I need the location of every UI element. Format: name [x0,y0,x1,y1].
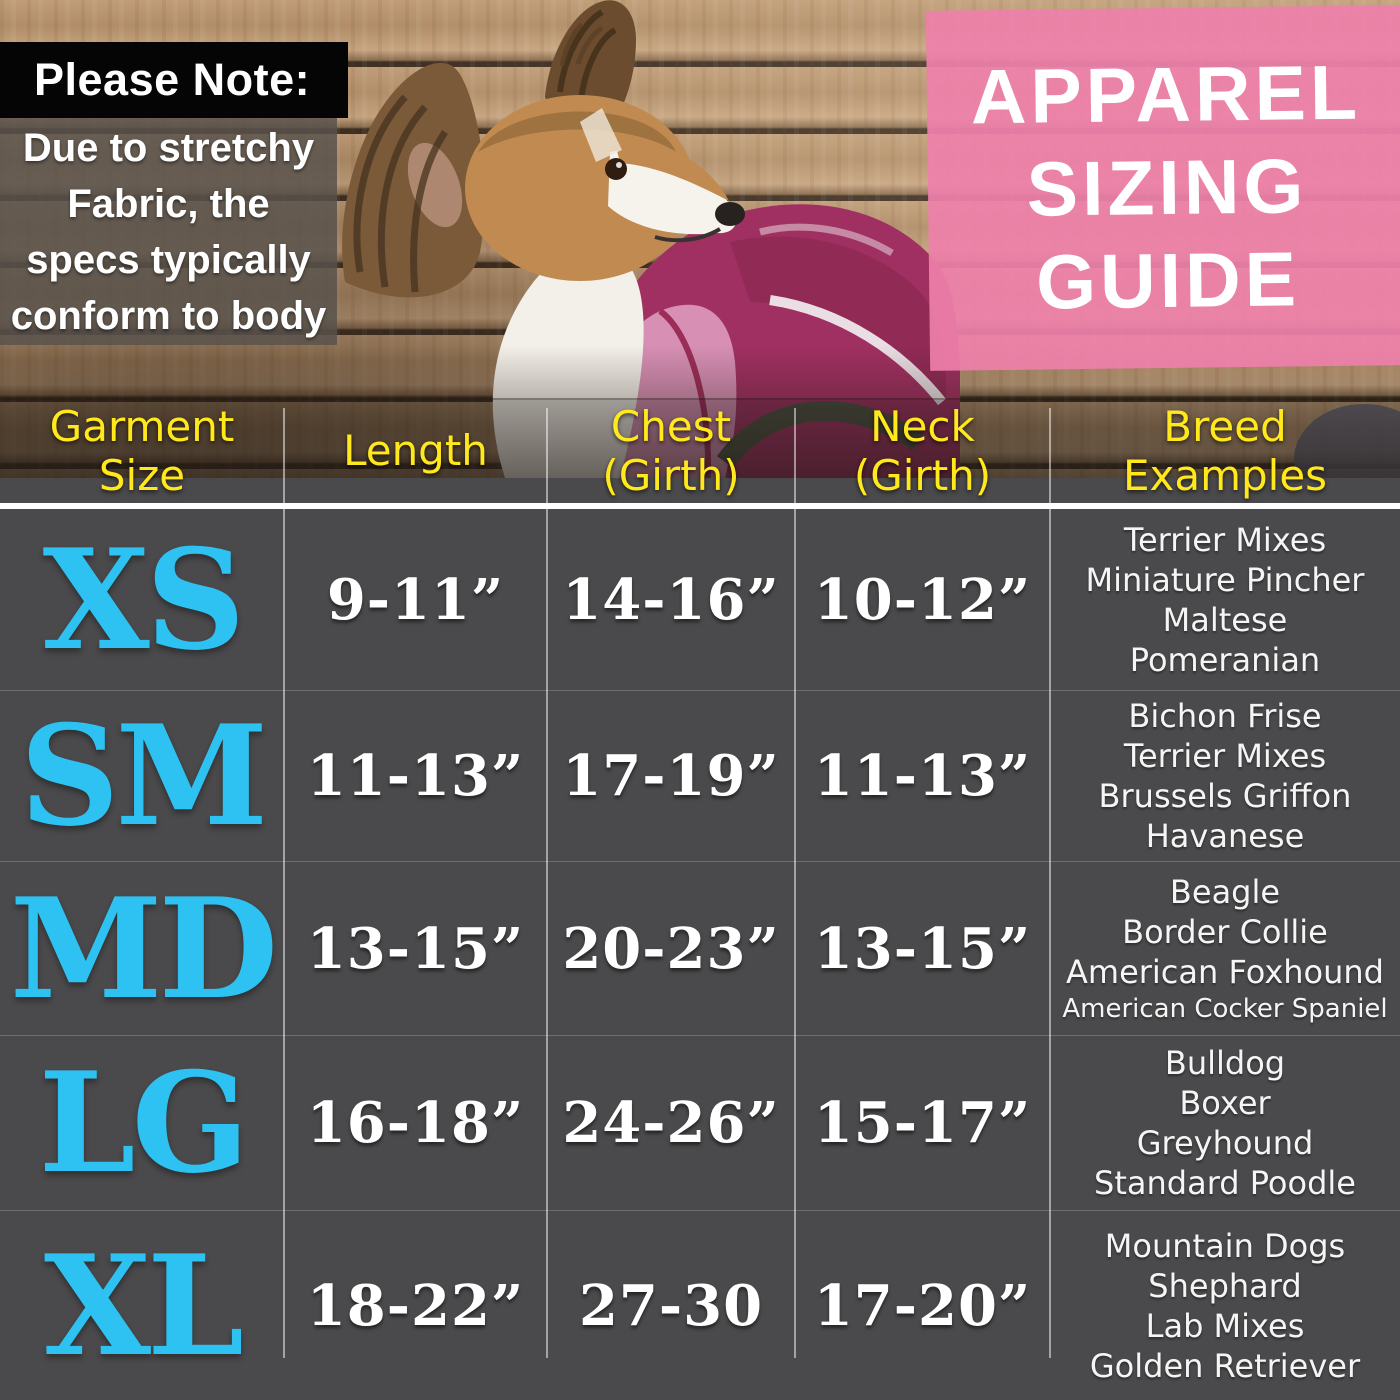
header-line: Size [98,450,186,500]
header-line: Chest [610,401,732,451]
header-line: Examples [1122,450,1328,500]
breed-example: Brussels Griffon [1098,777,1352,815]
column-separator [794,408,796,1358]
please-note-body: Due to stretchy Fabric, the specs typica… [0,118,337,345]
column-separator [283,408,285,1358]
breed-example: Miniature Pincher [1085,560,1365,599]
header-line: Breed [1163,401,1287,451]
length-value: 11-13” [306,743,525,809]
breed-example: Maltese [1162,600,1288,639]
breed-example: Bulldog [1164,1044,1286,1082]
header-chest-girth: Chest (Girth) [547,398,795,503]
banner-line: APPAREL [970,49,1362,140]
header-dark-overlay [0,398,1400,478]
chest-value: 14-16” [562,566,780,633]
breed-example: Beagle [1169,872,1281,911]
breed-example: Boxer [1179,1084,1271,1122]
chest-value: 20-23” [562,915,780,982]
header-breed-examples: Breed Examples [1050,398,1400,503]
breed-example: Pomeranian [1129,640,1321,679]
breed-examples-list: Beagle Border Collie American Foxhound A… [1050,872,1400,1026]
wood-background: Please Note: Due to stretchy Fabric, the… [0,0,1400,514]
breed-example: Terrier Mixes [1123,737,1327,775]
header-line: Garment [49,401,235,451]
header-neck-girth: Neck (Girth) [795,398,1050,503]
length-value: 9-11” [326,566,505,633]
column-separator [546,408,548,1358]
neck-value: 15-17” [813,1090,1032,1156]
table-row-md: MD 13-15” 20-23” 13-15” Beagle Border Co… [0,861,1400,1035]
breed-example: Border Collie [1122,912,1328,951]
header-line: Neck [870,401,975,451]
please-note-title: Please Note: [34,54,311,105]
table-row-xl: XL 18-22” 27-30 17-20” Mountain Dogs She… [0,1210,1400,1400]
size-table-body: XS 9-11” 14-16” 10-12” Terrier Mixes Min… [0,509,1400,1400]
neck-value: 17-20” [813,1272,1032,1339]
neck-value: 10-12” [813,566,1032,633]
size-label: LG [38,1041,250,1204]
neck-value: 13-15” [813,915,1032,982]
breed-example: Golden Retriever [1089,1346,1361,1385]
note-line: Due to stretchy [22,125,315,170]
banner-line: GUIDE [1035,235,1301,326]
header-line: (Girth) [853,450,992,500]
breed-examples-list: Terrier Mixes Miniature Pincher Maltese … [1050,520,1400,680]
breed-example: Standard Poodle [1094,1164,1356,1202]
breed-example: Greyhound [1136,1124,1314,1162]
size-label: MD [9,866,278,1030]
breed-example: American Foxhound [1066,952,1384,991]
breed-example: Mountain Dogs [1104,1226,1346,1265]
breed-example: Bichon Frise [1128,697,1322,735]
length-value: 13-15” [306,915,525,982]
neck-value: 11-13” [813,743,1032,809]
note-line: specs typically [26,237,311,282]
breed-example: Havanese [1145,817,1305,855]
size-label: XL [43,1223,244,1387]
chest-value: 17-19” [562,743,780,809]
column-separator [1049,408,1051,1358]
header-length: Length [284,398,547,503]
header-line: Length [343,426,488,475]
breed-example: American Cocker Spaniel [1062,993,1388,1024]
breed-example: Terrier Mixes [1123,520,1327,559]
size-table-header: Garment Size Length Chest (Girth) Neck (… [0,398,1400,503]
header-divider-line [0,503,1400,509]
table-row-xs: XS 9-11” 14-16” 10-12” Terrier Mixes Min… [0,509,1400,690]
length-value: 18-22” [306,1272,525,1339]
breed-examples-list: Bichon Frise Terrier Mixes Brussels Grif… [1050,696,1400,856]
header-line: (Girth) [602,450,740,500]
table-row-sm: SM 11-13” 17-19” 11-13” Bichon Frise Ter… [0,690,1400,861]
size-label: SM [19,694,268,857]
table-row-lg: LG 16-18” 24-26” 15-17” Bulldog Boxer Gr… [0,1035,1400,1210]
size-table-background [0,478,1400,1400]
chest-value: 27-30 [578,1272,764,1339]
header-garment-size: Garment Size [0,398,284,503]
breed-example: Shephard [1148,1266,1302,1305]
chest-value: 24-26” [562,1090,780,1156]
breed-example: Lab Mixes [1145,1306,1305,1345]
breed-examples-list: Mountain Dogs Shephard Lab Mixes Golden … [1050,1226,1400,1386]
note-line: Fabric, the [67,181,270,226]
breed-examples-list: Bulldog Boxer Greyhound Standard Poodle [1050,1043,1400,1203]
please-note-bar: Please Note: [0,42,348,118]
note-line: conform to body [10,293,327,338]
apparel-sizing-guide-banner: APPAREL SIZING GUIDE [925,5,1400,371]
length-value: 16-18” [306,1090,525,1156]
banner-line: SIZING [1026,142,1308,233]
size-label: XS [42,517,246,681]
